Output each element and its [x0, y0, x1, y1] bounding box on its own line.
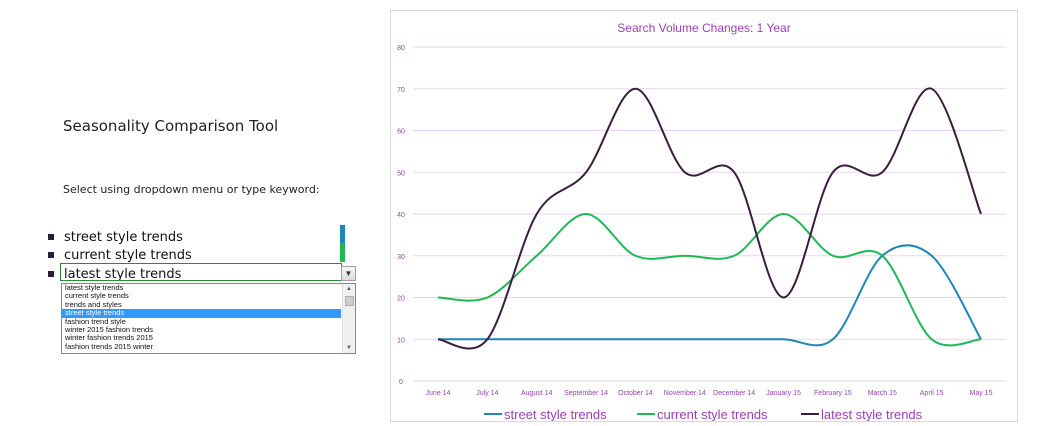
chart-title: Search Volume Changes: 1 Year: [617, 21, 790, 35]
x-tick-label: August 14: [521, 390, 553, 397]
x-tick-label: February 15: [814, 390, 852, 397]
dropdown-option[interactable]: latest style trends: [65, 283, 124, 292]
dropdown-option[interactable]: fashion trend style: [65, 316, 126, 326]
x-tick-label: December 14: [713, 390, 755, 397]
dropdown-option[interactable]: current style trends: [65, 291, 129, 301]
dropdown-option[interactable]: fashion trends 2015 winter: [65, 341, 153, 351]
x-tick-label: March 15: [868, 390, 897, 397]
keyword-item-3: latest style trends: [48, 265, 181, 283]
series-color-swatch-street: [340, 225, 345, 243]
y-tick-label: 80: [397, 45, 405, 52]
y-tick-label: 50: [397, 170, 405, 177]
chevron-down-icon: ▼: [344, 269, 353, 278]
tool-title: Seasonality Comparison Tool: [63, 117, 279, 135]
x-tick-label: July 14: [476, 390, 498, 397]
search-volume-chart: Search Volume Changes: 1 Year 0 10 20 30 40 50…: [390, 10, 1018, 422]
dropdown-arrow-button[interactable]: ▼: [341, 266, 356, 281]
y-tick-label: 40: [397, 212, 405, 219]
scroll-thumb[interactable]: [345, 296, 354, 306]
keyword-label: current style trends: [64, 247, 192, 263]
x-tick-label: September 14: [564, 390, 608, 397]
legend-label: street style trends: [504, 407, 607, 421]
bullet-icon: [48, 252, 54, 258]
dropdown-list[interactable]: latest style trends current style trends t…: [61, 283, 356, 354]
series-color-swatch-current: [340, 243, 345, 262]
scroll-up-icon[interactable]: ▲: [346, 286, 352, 292]
y-tick-label: 70: [397, 87, 405, 94]
series-line-latest: [437, 87, 982, 350]
y-tick-label: 0: [399, 379, 403, 386]
y-tick-label: 60: [397, 129, 405, 136]
dropdown-option[interactable]: trends and styles: [65, 299, 122, 309]
x-tick-label: November 14: [664, 390, 706, 397]
keyword-item-2: current style trends: [48, 246, 192, 264]
y-tick-label: 30: [397, 254, 405, 261]
keyword-label: street style trends: [64, 229, 183, 245]
x-tick-label: April 15: [920, 390, 944, 397]
scroll-down-icon[interactable]: ▼: [346, 345, 352, 351]
dropdown-option[interactable]: winter 2015 fashion trends: [65, 324, 153, 334]
dropdown-scrollbar[interactable]: ▲ ▼: [342, 284, 355, 353]
y-tick-label: 10: [397, 337, 405, 344]
keyword-label: latest style trends: [64, 266, 182, 282]
legend-label: latest style trends: [821, 407, 923, 421]
tool-instruction: Select using dropdown menu or type keywo…: [63, 183, 320, 196]
dropdown-option[interactable]: street style trends: [62, 308, 341, 318]
keyword-input[interactable]: [60, 263, 342, 281]
dropdown-option[interactable]: winter fashion trends 2015: [65, 333, 153, 343]
bullet-icon: [48, 271, 54, 277]
y-tick-label: 20: [397, 296, 405, 303]
keyword-item-1: street style trends: [48, 228, 183, 246]
series-line-street: [438, 244, 982, 347]
x-tick-label: May 15: [970, 390, 993, 397]
line-chart-svg: Search Volume Changes: 1 Year 0 10 20 30 40 50…: [397, 21, 1006, 422]
legend-label: current style trends: [657, 407, 768, 421]
x-tick-label: June 14: [426, 390, 451, 397]
x-tick-label: January 15: [766, 390, 801, 397]
x-tick-label: October 14: [618, 390, 653, 397]
bullet-icon: [48, 234, 54, 240]
series-line-current: [437, 212, 982, 347]
